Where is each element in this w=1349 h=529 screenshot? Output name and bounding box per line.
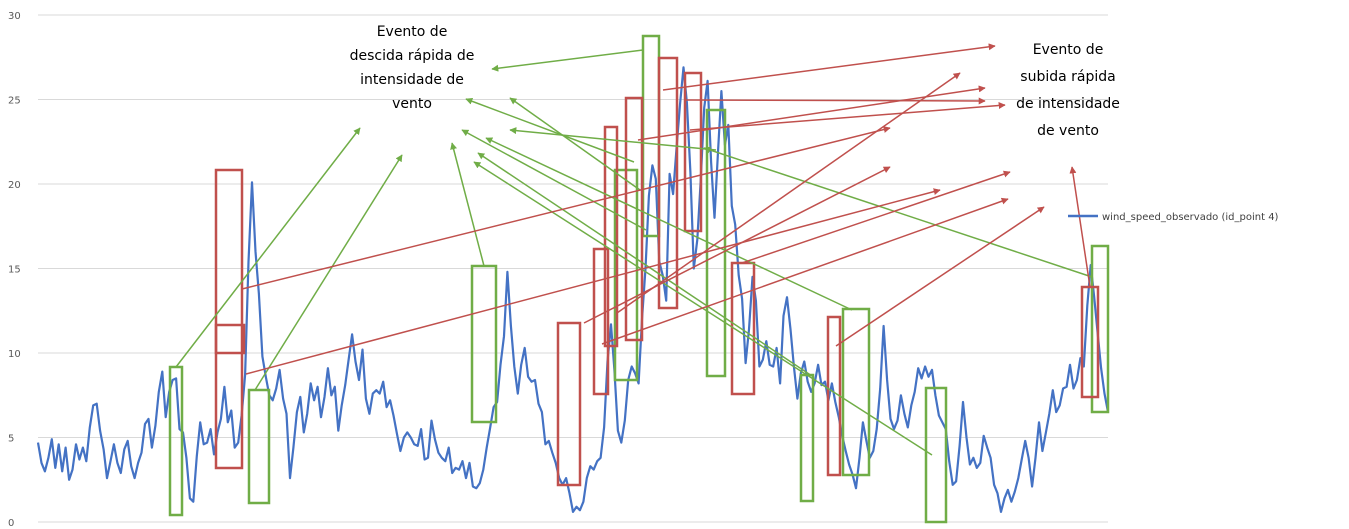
subida-arrow-12 <box>1069 166 1091 288</box>
subida-arrow-11 <box>835 206 1045 347</box>
subida-arrow-4 <box>601 197 1009 345</box>
annotation-subida: Evento de subida rápida de intensidade d… <box>1016 42 1120 139</box>
descida-event-box-3 <box>470 264 498 424</box>
legend-entry-wind-speed: wind_speed_observado (id_point 4) <box>1102 212 1279 223</box>
y-tick-label-15: 15 <box>8 265 21 276</box>
subida-arrow-6 <box>637 85 986 141</box>
descida-arrow-10 <box>485 137 853 311</box>
subida-event-box-8 <box>683 71 703 233</box>
descida-arrow-1 <box>175 127 361 368</box>
descida-arrow-4 <box>491 49 644 72</box>
y-tick-label-25: 25 <box>8 96 21 107</box>
subida-arrow-2 <box>245 188 941 375</box>
subida-arrow-7 <box>662 43 996 91</box>
annotation-descida: Evento de descida rápida de intensidade … <box>350 24 475 112</box>
y-tick-label-0: 0 <box>8 518 14 529</box>
event-boxes <box>168 34 1110 524</box>
y-tick-label-5: 5 <box>8 434 14 445</box>
legend: wind_speed_observado (id_point 4) <box>1068 212 1279 223</box>
subida-arrow-10 <box>741 170 1011 264</box>
annotation-descida-line-2: descida rápida de <box>350 48 475 64</box>
series-line-wind-speed <box>36 66 1110 513</box>
y-tick-label-20: 20 <box>8 180 21 191</box>
subida-event-box-7 <box>657 56 679 310</box>
subida-event-box-4 <box>592 247 610 396</box>
descida-arrow-2 <box>254 154 403 391</box>
descida-event-box-6 <box>705 108 727 378</box>
descida-arrow-7 <box>461 129 647 231</box>
subida-arrow-1 <box>241 126 891 290</box>
annotation-subida-line-4: de vento <box>1037 123 1099 139</box>
subida-event-box-2 <box>214 323 246 355</box>
y-axis-tick-labels: 0 5 10 15 20 25 30 <box>8 11 21 529</box>
subida-arrow-8 <box>684 97 986 105</box>
descida-arrow-3 <box>450 142 485 267</box>
subida-event-box-3 <box>556 321 582 487</box>
descida-event-box-8 <box>841 307 871 477</box>
annotation-subida-line-2: subida rápida <box>1020 69 1115 85</box>
y-tick-label-10: 10 <box>8 349 21 360</box>
descida-arrow-6 <box>509 97 641 191</box>
annotation-descida-line-3: intensidade de <box>360 72 464 88</box>
y-tick-label-30: 30 <box>8 11 21 22</box>
subida-arrow-3 <box>583 166 891 324</box>
subida-event-box-5 <box>603 125 619 348</box>
subida-event-box-6 <box>624 96 644 342</box>
descida-arrow-5 <box>465 97 635 163</box>
series-layer <box>36 66 1110 513</box>
event-arrows <box>175 43 1093 456</box>
annotation-subida-line-3: de intensidade <box>1016 96 1120 112</box>
descida-event-box-10 <box>1090 244 1110 414</box>
annotation-subida-line-1: Evento de <box>1033 42 1104 58</box>
descida-event-box-9 <box>924 386 948 524</box>
descida-arrow-12 <box>703 146 1093 278</box>
annotation-descida-line-4: vento <box>392 96 432 112</box>
descida-arrow-9 <box>477 152 813 377</box>
subida-arrow-9 <box>689 102 1006 131</box>
annotation-descida-line-1: Evento de <box>377 24 448 40</box>
descida-arrow-8 <box>509 127 717 151</box>
descida-event-box-2 <box>247 388 271 505</box>
subida-event-box-1 <box>214 168 244 470</box>
